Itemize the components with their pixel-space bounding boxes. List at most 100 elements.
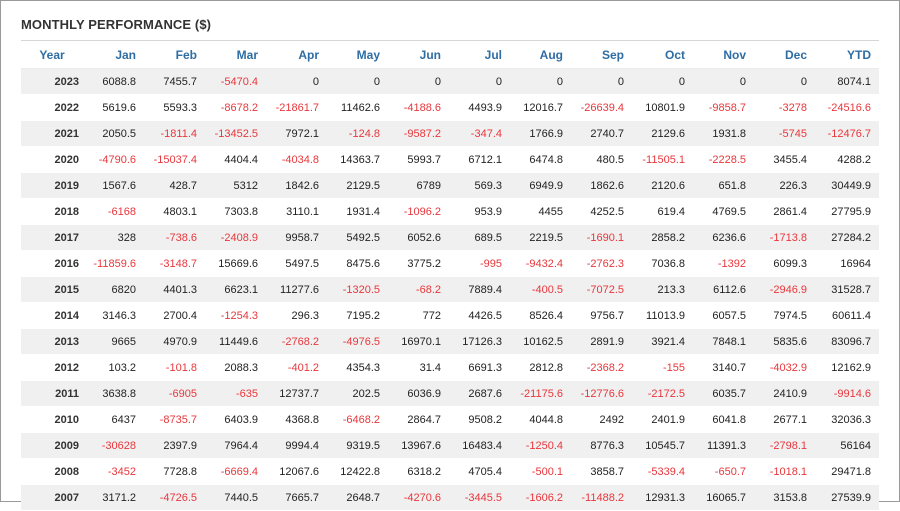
month-value-cell: 7972.1 <box>266 120 327 147</box>
month-value-cell: 2401.9 <box>632 406 693 433</box>
month-value-cell: 7665.7 <box>266 484 327 511</box>
month-value-cell: 4769.5 <box>693 198 754 225</box>
month-value-cell: 6057.5 <box>693 302 754 329</box>
month-value-cell: 6474.8 <box>510 146 571 173</box>
month-value-cell: -3452 <box>83 458 144 485</box>
column-header-sep: Sep <box>571 42 632 69</box>
month-value-cell: 5835.6 <box>754 328 815 355</box>
month-value-cell: 3455.4 <box>754 146 815 173</box>
month-value-cell: 9756.7 <box>571 302 632 329</box>
month-value-cell: -15037.4 <box>144 146 205 173</box>
month-value-cell: 6691.3 <box>449 354 510 381</box>
month-value-cell: 8475.6 <box>327 250 388 277</box>
month-value-cell: 480.5 <box>571 146 632 173</box>
column-header-aug: Aug <box>510 42 571 69</box>
month-value-cell: 7889.4 <box>449 276 510 303</box>
year-cell: 2013 <box>21 328 83 355</box>
table-row: 2014 3146.3 2700.4 -1254.3 296.3 7195.2 772 442… <box>21 302 879 329</box>
year-cell: 2016 <box>21 250 83 277</box>
month-value-cell: 8526.4 <box>510 302 571 329</box>
year-cell: 2014 <box>21 302 83 329</box>
table-row: 2022 5619.6 5593.3 -8678.2 -21861.7 11462.6 -4… <box>21 94 879 121</box>
month-value-cell: 12016.7 <box>510 94 571 121</box>
table-row: 2017 328 -738.6 -2408.9 9958.7 5492.5 6052.6 68… <box>21 224 879 251</box>
month-value-cell: 7974.5 <box>754 302 815 329</box>
month-value-cell: -4034.8 <box>266 146 327 173</box>
month-value-cell: -9432.4 <box>510 250 571 277</box>
month-value-cell: 9994.4 <box>266 432 327 459</box>
month-value-cell: 2891.9 <box>571 328 632 355</box>
column-header-jul: Jul <box>449 42 510 69</box>
ytd-cell: 29471.8 <box>815 458 879 485</box>
month-value-cell: 5619.6 <box>83 94 144 121</box>
column-header-jun: Jun <box>388 42 449 69</box>
month-value-cell: 2677.1 <box>754 406 815 433</box>
month-value-cell: -635 <box>205 380 266 407</box>
month-value-cell: 12931.3 <box>632 484 693 511</box>
month-value-cell: 16970.1 <box>388 328 449 355</box>
month-value-cell: 1842.6 <box>266 172 327 199</box>
month-value-cell: 4368.8 <box>266 406 327 433</box>
month-value-cell: 6088.8 <box>83 68 144 95</box>
month-value-cell: 14363.7 <box>327 146 388 173</box>
month-value-cell: -2946.9 <box>754 276 815 303</box>
month-value-cell: 772 <box>388 302 449 329</box>
month-value-cell: 5993.7 <box>388 146 449 173</box>
table-row: 2013 9665 4970.9 11449.6 -2768.2 -4976.5 16970… <box>21 328 879 355</box>
month-value-cell: 6949.9 <box>510 172 571 199</box>
month-value-cell: -21175.6 <box>510 380 571 407</box>
month-value-cell: 11449.6 <box>205 328 266 355</box>
month-value-cell: 13967.6 <box>388 432 449 459</box>
month-value-cell: -2408.9 <box>205 224 266 251</box>
month-value-cell: 12422.8 <box>327 458 388 485</box>
column-header-jan: Jan <box>83 42 144 69</box>
month-value-cell: -738.6 <box>144 224 205 251</box>
month-value-cell: 6099.3 <box>754 250 815 277</box>
month-value-cell: 5593.3 <box>144 94 205 121</box>
month-value-cell: -401.2 <box>266 354 327 381</box>
month-value-cell: 6623.1 <box>205 276 266 303</box>
month-value-cell: -5470.4 <box>205 68 266 95</box>
month-value-cell: -2768.2 <box>266 328 327 355</box>
month-value-cell: 0 <box>754 68 815 95</box>
month-value-cell: -6168 <box>83 198 144 225</box>
month-value-cell: 619.4 <box>632 198 693 225</box>
ytd-cell: -12476.7 <box>815 120 879 147</box>
table-row: 2019 1567.6 428.7 5312 1842.6 2129.5 6789 569.3… <box>21 172 879 199</box>
month-value-cell: 10162.5 <box>510 328 571 355</box>
ytd-cell: 31528.7 <box>815 276 879 303</box>
month-value-cell: 3921.4 <box>632 328 693 355</box>
month-value-cell: 2129.6 <box>632 120 693 147</box>
month-value-cell: 9958.7 <box>266 224 327 251</box>
month-value-cell: 428.7 <box>144 172 205 199</box>
month-value-cell: -6669.4 <box>205 458 266 485</box>
month-value-cell: 4252.5 <box>571 198 632 225</box>
month-value-cell: -2228.5 <box>693 146 754 173</box>
month-value-cell: 0 <box>571 68 632 95</box>
month-value-cell: 953.9 <box>449 198 510 225</box>
ytd-cell: 27795.9 <box>815 198 879 225</box>
month-value-cell: 0 <box>693 68 754 95</box>
month-value-cell: 296.3 <box>266 302 327 329</box>
month-value-cell: 3146.3 <box>83 302 144 329</box>
month-value-cell: 651.8 <box>693 172 754 199</box>
month-value-cell: 2219.5 <box>510 224 571 251</box>
month-value-cell: 2861.4 <box>754 198 815 225</box>
month-value-cell: -1811.4 <box>144 120 205 147</box>
month-value-cell: -5339.4 <box>632 458 693 485</box>
column-header-feb: Feb <box>144 42 205 69</box>
year-cell: 2023 <box>21 68 83 95</box>
month-value-cell: -2798.1 <box>754 432 815 459</box>
table-row: 2020 -4790.6 -15037.4 4404.4 -4034.8 14363.7 5… <box>21 146 879 173</box>
table-row: 2009 -30628 2397.9 7964.4 9994.4 9319.5 13967.… <box>21 432 879 459</box>
column-header-apr: Apr <box>266 42 327 69</box>
month-value-cell: 213.3 <box>632 276 693 303</box>
month-value-cell: -8735.7 <box>144 406 205 433</box>
month-value-cell: 3110.1 <box>266 198 327 225</box>
month-value-cell: -2762.3 <box>571 250 632 277</box>
month-value-cell: 1931.8 <box>693 120 754 147</box>
ytd-cell: 12162.9 <box>815 354 879 381</box>
month-value-cell: 11391.3 <box>693 432 754 459</box>
month-value-cell: -3148.7 <box>144 250 205 277</box>
month-value-cell: 16065.7 <box>693 484 754 511</box>
